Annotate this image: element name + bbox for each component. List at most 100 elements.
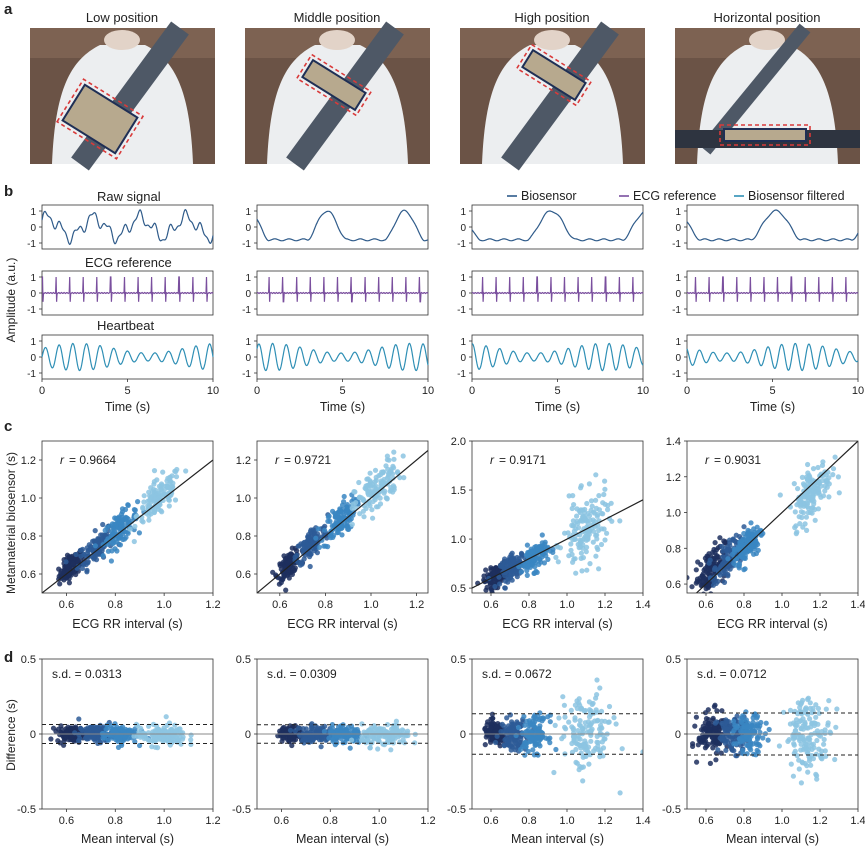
sd-value: s.d. = 0.0672 [482, 667, 552, 681]
data-point [824, 478, 830, 484]
data-point [84, 569, 90, 575]
data-point [576, 722, 583, 728]
data-point [529, 736, 535, 742]
data-point [574, 513, 580, 519]
data-point [69, 555, 75, 561]
data-point [100, 553, 106, 559]
data-point [370, 498, 376, 505]
x-tick-label: 0.8 [108, 599, 123, 611]
data-point [605, 507, 611, 513]
data-point [702, 745, 709, 751]
data-point [92, 539, 98, 545]
data-point [117, 542, 123, 548]
y-tick-label: 1 [30, 207, 36, 218]
x-tick-label: 10 [207, 385, 219, 397]
sensor-group [515, 43, 593, 107]
data-point [586, 714, 593, 720]
data-point [823, 706, 829, 712]
data-point [715, 578, 721, 584]
data-point [159, 487, 165, 493]
data-point [754, 735, 761, 741]
ecg-trace [256, 276, 429, 303]
y-tick-label: 0 [460, 223, 466, 234]
data-point [505, 739, 511, 746]
data-point [577, 718, 583, 724]
data-point [833, 724, 839, 730]
x-tick-label: 0.8 [108, 815, 123, 827]
data-point [791, 481, 797, 487]
data-point [310, 737, 316, 743]
data-point [729, 551, 736, 558]
y-tick-label: -1 [672, 305, 681, 316]
data-point [797, 499, 803, 505]
y-tick-label: 0 [675, 289, 681, 300]
data-point [720, 548, 726, 554]
data-point [316, 544, 322, 551]
points [257, 718, 428, 753]
data-point [509, 719, 515, 725]
data-point [343, 510, 350, 516]
y-tick-label: 0 [245, 223, 251, 234]
data-point [792, 748, 798, 754]
data-point [714, 719, 720, 725]
data-point [687, 575, 690, 581]
data-point [135, 723, 141, 729]
data-point [827, 729, 833, 735]
data-point [504, 715, 510, 721]
data-point [693, 580, 699, 586]
data-point [593, 695, 599, 701]
data-point [693, 714, 700, 720]
data-point [724, 726, 730, 732]
data-point [329, 523, 335, 529]
scatter-plot-4: 0.6 0.8 1.0 1.2 1.4 0.6 0.8 1.0 1.2 1.4 [666, 436, 865, 611]
data-point [143, 735, 149, 741]
data-point [711, 730, 717, 736]
data-point [744, 549, 750, 555]
plot-frame [471, 440, 644, 594]
sensor-group [719, 124, 811, 146]
data-point [315, 526, 321, 532]
data-point [112, 521, 119, 527]
data-point [284, 560, 291, 566]
data-point [712, 540, 718, 546]
y-tick-label: 0 [245, 289, 251, 300]
photo-title: Horizontal position [714, 10, 821, 25]
x-tick-label: 0.8 [521, 815, 536, 827]
x-axis-title: Time (s) [750, 400, 795, 414]
scatter-plot-2: 0.6 0.8 1.0 1.2 -0.5 0 0.5 [232, 654, 436, 827]
data-point [813, 714, 819, 720]
data-point [808, 724, 814, 730]
data-point [532, 719, 538, 725]
data-point [583, 549, 589, 555]
data-point [581, 742, 587, 748]
x-tick-label: 1.0 [371, 815, 386, 827]
data-point [571, 502, 577, 508]
data-point [294, 552, 300, 559]
data-point [370, 515, 376, 521]
x-tick-label: 1.2 [597, 815, 612, 827]
data-point [543, 553, 549, 559]
data-point [514, 719, 520, 725]
data-point [794, 529, 800, 535]
data-point [178, 741, 184, 747]
x-tick-label: 1.0 [156, 599, 171, 611]
data-point [85, 725, 91, 731]
data-point [165, 730, 171, 736]
data-point [70, 725, 76, 731]
data-point [712, 724, 718, 730]
data-point [792, 728, 798, 734]
data-point [111, 526, 117, 533]
data-point [816, 491, 823, 497]
data-point [815, 506, 822, 512]
row-title: Heartbeat [97, 318, 154, 333]
data-point [394, 470, 401, 476]
x-axis-title: Mean interval (s) [511, 832, 604, 846]
data-point [787, 707, 794, 714]
data-point [745, 537, 751, 543]
data-point [688, 602, 693, 607]
data-point [597, 685, 603, 691]
data-point [599, 526, 605, 532]
y-tick-label: -1 [672, 239, 681, 250]
x-tick-label: 0.8 [323, 815, 338, 827]
data-point [766, 726, 772, 733]
